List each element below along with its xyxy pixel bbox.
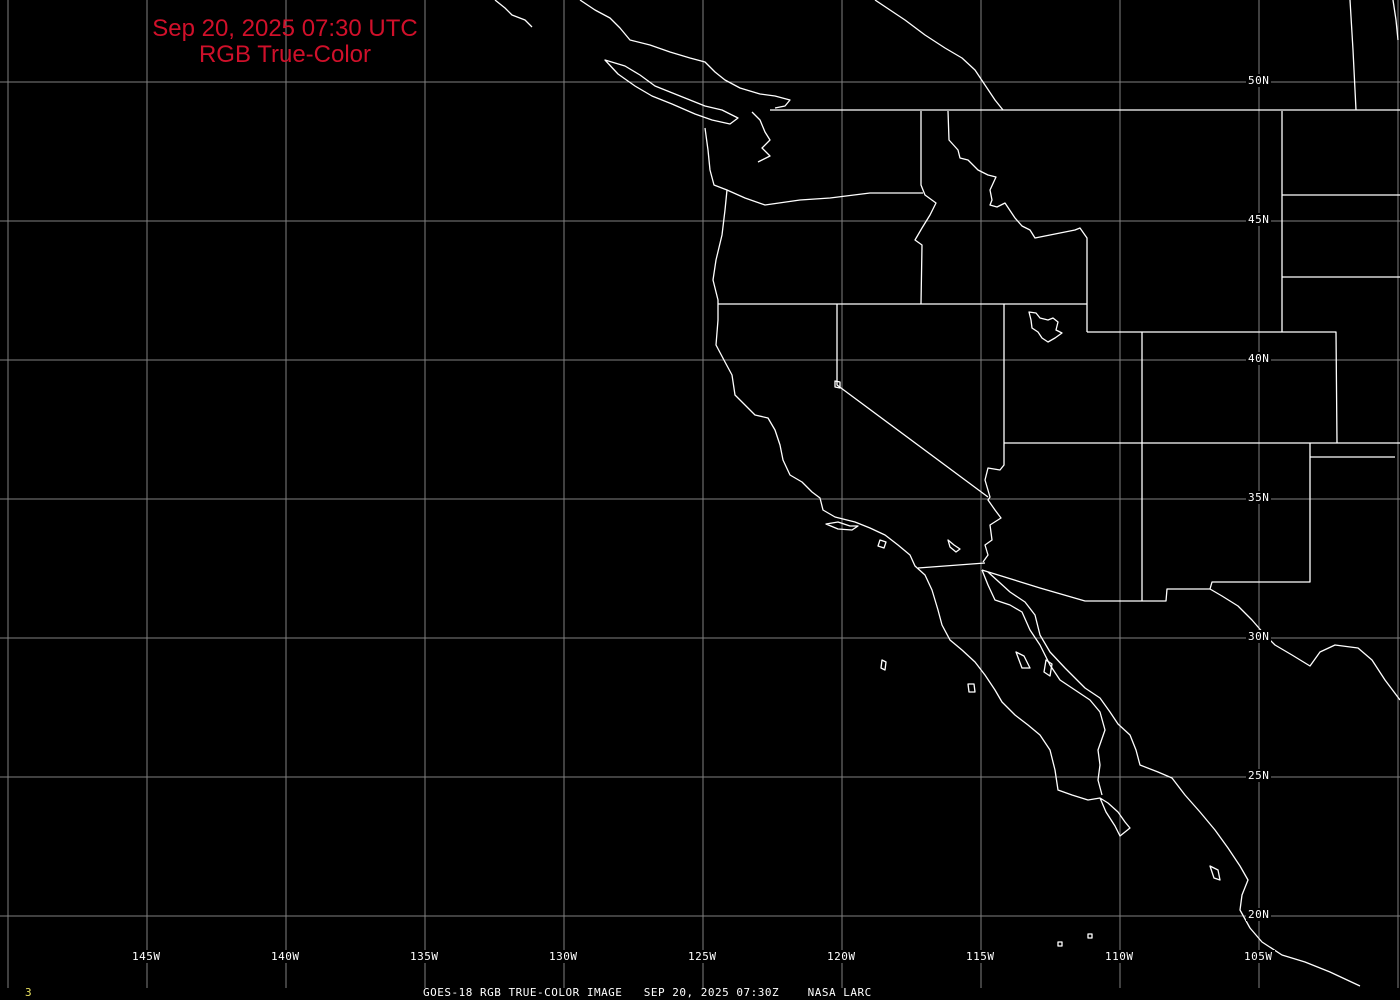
longitude-label: 115W (964, 950, 997, 963)
coastline-us-west (704, 127, 1131, 837)
footer-caption: GOES-18 RGB TRUE-COLOR IMAGE SEP 20, 202… (423, 986, 872, 999)
revillagigedo-island (1057, 941, 1063, 947)
colorado-river-border (982, 443, 1005, 563)
puget-sound (751, 111, 771, 163)
us-mexico-border (981, 569, 1210, 602)
coastline-bc-mainland (579, 0, 791, 109)
bc-alberta-boundary (874, 0, 1004, 111)
ut-wy-co-border (1087, 331, 1338, 444)
gulf-island (1015, 651, 1031, 669)
frame-number: 3 (25, 986, 33, 999)
latitude-label: 35N (1246, 491, 1272, 504)
id-mt-border (947, 110, 1088, 332)
map-title-datetime: Sep 20, 2025 07:30 UTC (152, 15, 418, 42)
latitude-label: 20N (1246, 908, 1272, 921)
ca-nv-border (836, 304, 989, 498)
us-mexico-border-ca (917, 562, 986, 569)
longitude-label: 145W (130, 950, 163, 963)
tres-marias-island (1209, 865, 1221, 881)
cedros-island (967, 683, 976, 693)
salton-sea (947, 539, 961, 553)
guadalupe-island (880, 659, 887, 671)
id-or-border (914, 111, 937, 305)
coastline-baja-inner (981, 569, 1106, 796)
channel-island (825, 521, 859, 531)
longitude-label: 110W (1103, 950, 1136, 963)
wa-or-border (726, 189, 923, 206)
latitude-label: 45N (1246, 213, 1272, 226)
longitude-label: 130W (547, 950, 580, 963)
longitude-label: 120W (825, 950, 858, 963)
coastline-bc (494, 0, 533, 28)
revillagigedo-island (1087, 933, 1093, 939)
longitude-label: 135W (408, 950, 441, 963)
coastline-gulf-mexico-nw (1209, 588, 1400, 701)
latitude-label: 25N (1246, 769, 1272, 782)
great-salt-lake (1028, 311, 1063, 343)
sask-manitoba-boundary (1349, 0, 1357, 111)
longitude-label: 105W (1242, 950, 1275, 963)
longitude-label: 140W (269, 950, 302, 963)
gulf-island (1043, 659, 1053, 677)
map-title-product: RGB True-Color (198, 41, 372, 68)
canada-boundary-east (1392, 0, 1399, 41)
latitude-label: 50N (1246, 74, 1272, 87)
latitude-label: 30N (1246, 630, 1272, 643)
nm-east-border (1209, 443, 1311, 590)
vancouver-island (604, 59, 739, 125)
latitude-label: 40N (1246, 352, 1272, 365)
channel-island (877, 539, 887, 549)
longitude-label: 125W (686, 950, 719, 963)
coastline-mexico-mainland (987, 571, 1361, 987)
